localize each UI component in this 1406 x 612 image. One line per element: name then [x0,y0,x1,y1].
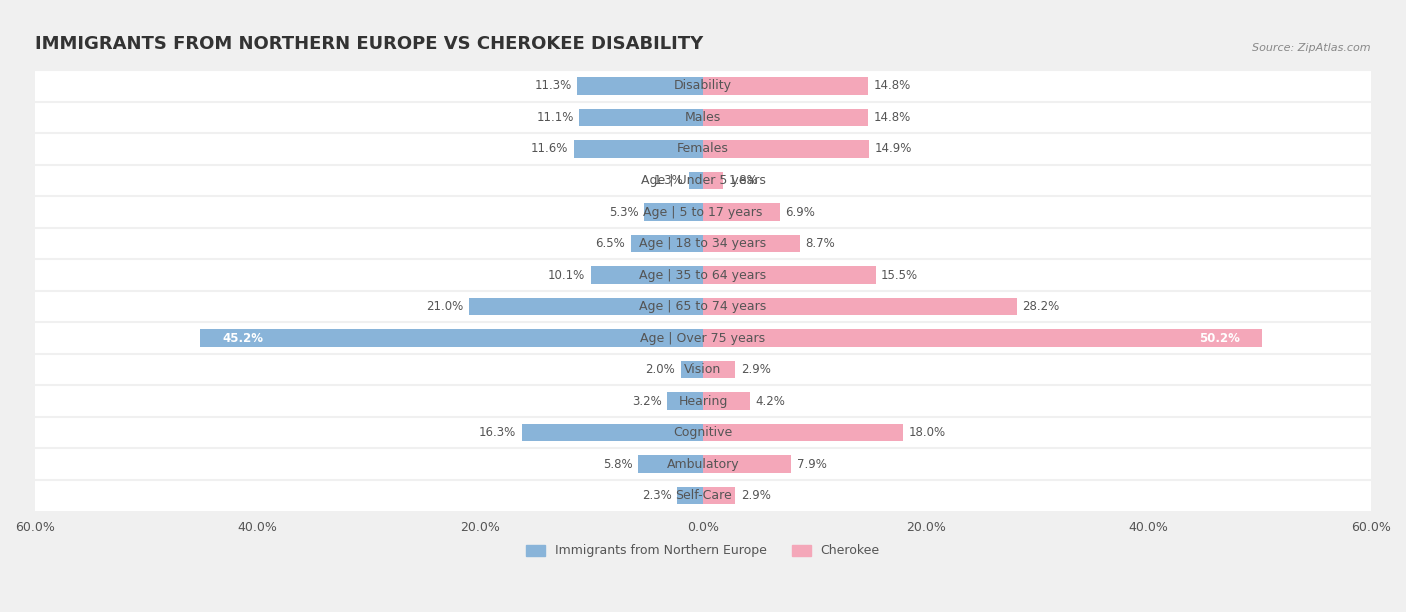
Text: Males: Males [685,111,721,124]
Bar [689,172,703,189]
Bar [35,102,1371,133]
Text: 15.5%: 15.5% [882,269,918,282]
Text: 4.2%: 4.2% [755,395,785,408]
Text: 2.0%: 2.0% [645,363,675,376]
Bar [35,165,1371,196]
Bar [703,77,868,95]
Text: 11.1%: 11.1% [537,111,574,124]
Bar [631,235,703,252]
Text: 2.9%: 2.9% [741,363,770,376]
Bar [35,291,1371,323]
Bar [681,361,703,378]
Text: 1.8%: 1.8% [728,174,758,187]
Bar [522,424,703,441]
Text: IMMIGRANTS FROM NORTHERN EUROPE VS CHEROKEE DISABILITY: IMMIGRANTS FROM NORTHERN EUROPE VS CHERO… [35,34,703,53]
Text: Age | Under 5 years: Age | Under 5 years [641,174,765,187]
Text: 10.1%: 10.1% [548,269,585,282]
Bar [703,329,1263,347]
Bar [638,455,703,473]
Text: Age | 35 to 64 years: Age | 35 to 64 years [640,269,766,282]
Bar [678,487,703,504]
Bar [703,172,723,189]
Text: 11.6%: 11.6% [531,143,568,155]
Text: 18.0%: 18.0% [910,426,946,439]
Bar [35,449,1371,480]
Bar [200,329,703,347]
Bar [703,203,780,221]
Text: 8.7%: 8.7% [806,237,835,250]
Text: 16.3%: 16.3% [478,426,516,439]
Bar [35,70,1371,102]
Text: 45.2%: 45.2% [222,332,263,345]
Bar [703,140,869,158]
Text: 5.8%: 5.8% [603,458,633,471]
Text: Hearing: Hearing [678,395,728,408]
Bar [703,487,735,504]
Bar [703,361,735,378]
Text: Age | Over 75 years: Age | Over 75 years [641,332,765,345]
Text: Ambulatory: Ambulatory [666,458,740,471]
Bar [703,266,876,284]
Text: Source: ZipAtlas.com: Source: ZipAtlas.com [1253,43,1371,53]
Bar [703,455,792,473]
Bar [644,203,703,221]
Bar [35,480,1371,512]
Text: 14.8%: 14.8% [873,111,911,124]
Bar [703,424,904,441]
Text: 28.2%: 28.2% [1022,300,1060,313]
Text: 6.9%: 6.9% [786,206,815,218]
Text: Age | 18 to 34 years: Age | 18 to 34 years [640,237,766,250]
Bar [591,266,703,284]
Text: Cognitive: Cognitive [673,426,733,439]
Bar [35,386,1371,417]
Bar [35,259,1371,291]
Text: 14.8%: 14.8% [873,80,911,92]
Bar [35,417,1371,449]
Bar [703,109,868,126]
Bar [668,392,703,410]
Bar [35,228,1371,259]
Bar [35,133,1371,165]
Bar [579,109,703,126]
Text: Self-Care: Self-Care [675,489,731,502]
Text: 3.2%: 3.2% [633,395,662,408]
Text: 6.5%: 6.5% [595,237,626,250]
Text: Disability: Disability [673,80,733,92]
Legend: Immigrants from Northern Europe, Cherokee: Immigrants from Northern Europe, Cheroke… [522,540,884,562]
Bar [35,323,1371,354]
Bar [574,140,703,158]
Text: 7.9%: 7.9% [797,458,827,471]
Text: 11.3%: 11.3% [534,80,572,92]
Bar [703,392,749,410]
Bar [703,235,800,252]
Text: 50.2%: 50.2% [1199,332,1240,345]
Bar [578,77,703,95]
Text: Vision: Vision [685,363,721,376]
Text: 2.9%: 2.9% [741,489,770,502]
Bar [35,196,1371,228]
Text: Age | 5 to 17 years: Age | 5 to 17 years [644,206,762,218]
Text: 21.0%: 21.0% [426,300,464,313]
Text: Age | 65 to 74 years: Age | 65 to 74 years [640,300,766,313]
Text: Females: Females [678,143,728,155]
Bar [703,298,1017,315]
Text: 5.3%: 5.3% [609,206,638,218]
Bar [35,354,1371,386]
Text: 14.9%: 14.9% [875,143,912,155]
Text: 1.3%: 1.3% [654,174,683,187]
Bar [470,298,703,315]
Text: 2.3%: 2.3% [643,489,672,502]
